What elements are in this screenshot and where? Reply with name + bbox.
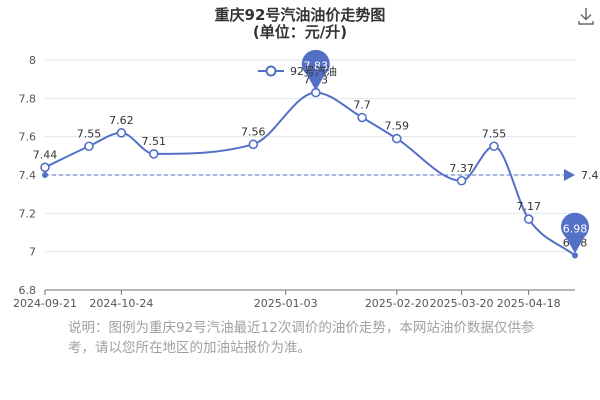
x-tick-label: 2024-10-24 <box>89 297 153 310</box>
data-point <box>489 141 499 152</box>
data-label: 7.55 <box>482 127 507 140</box>
y-tick-label: 7.4 <box>19 169 37 182</box>
chart-note: 说明：图例为重庆92号汽油最近12次调价的油价走势，本网站油价数据仅供参考，请以… <box>68 320 535 356</box>
data-label: 7.44 <box>33 148 58 161</box>
x-axis: 2024-09-21 2024-10-24 2025-01-03 2025-02-20… <box>13 289 575 310</box>
average-line-label: 7.4 <box>581 169 599 182</box>
chart-subtitle: (单位：元/升) <box>253 23 347 41</box>
data-point <box>40 162 50 173</box>
data-label: 7.62 <box>109 114 134 127</box>
data-label: 7.56 <box>241 125 266 138</box>
data-labels: 7.447.557.627.517.567.837.77.597.377.557… <box>33 74 588 250</box>
max-min-markers: 7.83 6.98 <box>301 49 590 254</box>
chart-title: 重庆92号汽油油价走势图 <box>215 6 386 24</box>
y-tick-label: 6.8 <box>19 284 37 297</box>
data-point <box>357 112 367 123</box>
data-point <box>248 139 259 150</box>
y-tick-label: 7.8 <box>19 92 37 105</box>
download-icon[interactable] <box>576 6 596 26</box>
data-point <box>391 133 402 144</box>
y-tick-label: 8 <box>29 54 36 67</box>
x-tick-label: 2025-02-20 <box>365 297 429 310</box>
x-tick-label: 2024-09-21 <box>13 297 77 310</box>
y-tick-label: 7.2 <box>19 207 37 220</box>
y-tick-label: 7 <box>29 246 36 259</box>
average-line-start <box>42 172 48 178</box>
data-point <box>571 252 578 259</box>
max-marker-label: 7.83 <box>304 60 329 73</box>
data-point <box>523 214 534 224</box>
min-marker <box>561 212 590 254</box>
data-point <box>84 141 94 152</box>
y-axis: 6.8 7 7.2 7.4 7.6 7.8 8 <box>19 54 37 297</box>
x-tick-label: 2025-04-18 <box>497 297 561 310</box>
data-point <box>116 128 127 138</box>
legend-label: 92号汽油 <box>290 64 337 78</box>
data-label: 7.7 <box>353 99 371 112</box>
x-tick-label: 2025-01-03 <box>254 297 318 310</box>
data-point <box>456 175 467 186</box>
average-line-arrow <box>564 169 575 181</box>
data-label: 7.59 <box>385 120 410 133</box>
grid <box>45 59 575 253</box>
min-marker-label: 6.98 <box>563 223 588 236</box>
x-tick-label: 2025-03-20 <box>430 297 494 310</box>
data-label: 7.51 <box>142 135 167 148</box>
max-marker <box>301 49 330 91</box>
legend-point-icon <box>265 65 277 77</box>
data-label: 7.17 <box>516 200 541 213</box>
data-label: 7.55 <box>77 127 102 140</box>
data-point <box>148 149 159 159</box>
legend[interactable]: 92号汽油 <box>258 64 337 78</box>
average-line: 7.4 <box>42 169 599 182</box>
y-tick-label: 7.6 <box>19 131 37 144</box>
data-label: 7.37 <box>449 162 474 175</box>
